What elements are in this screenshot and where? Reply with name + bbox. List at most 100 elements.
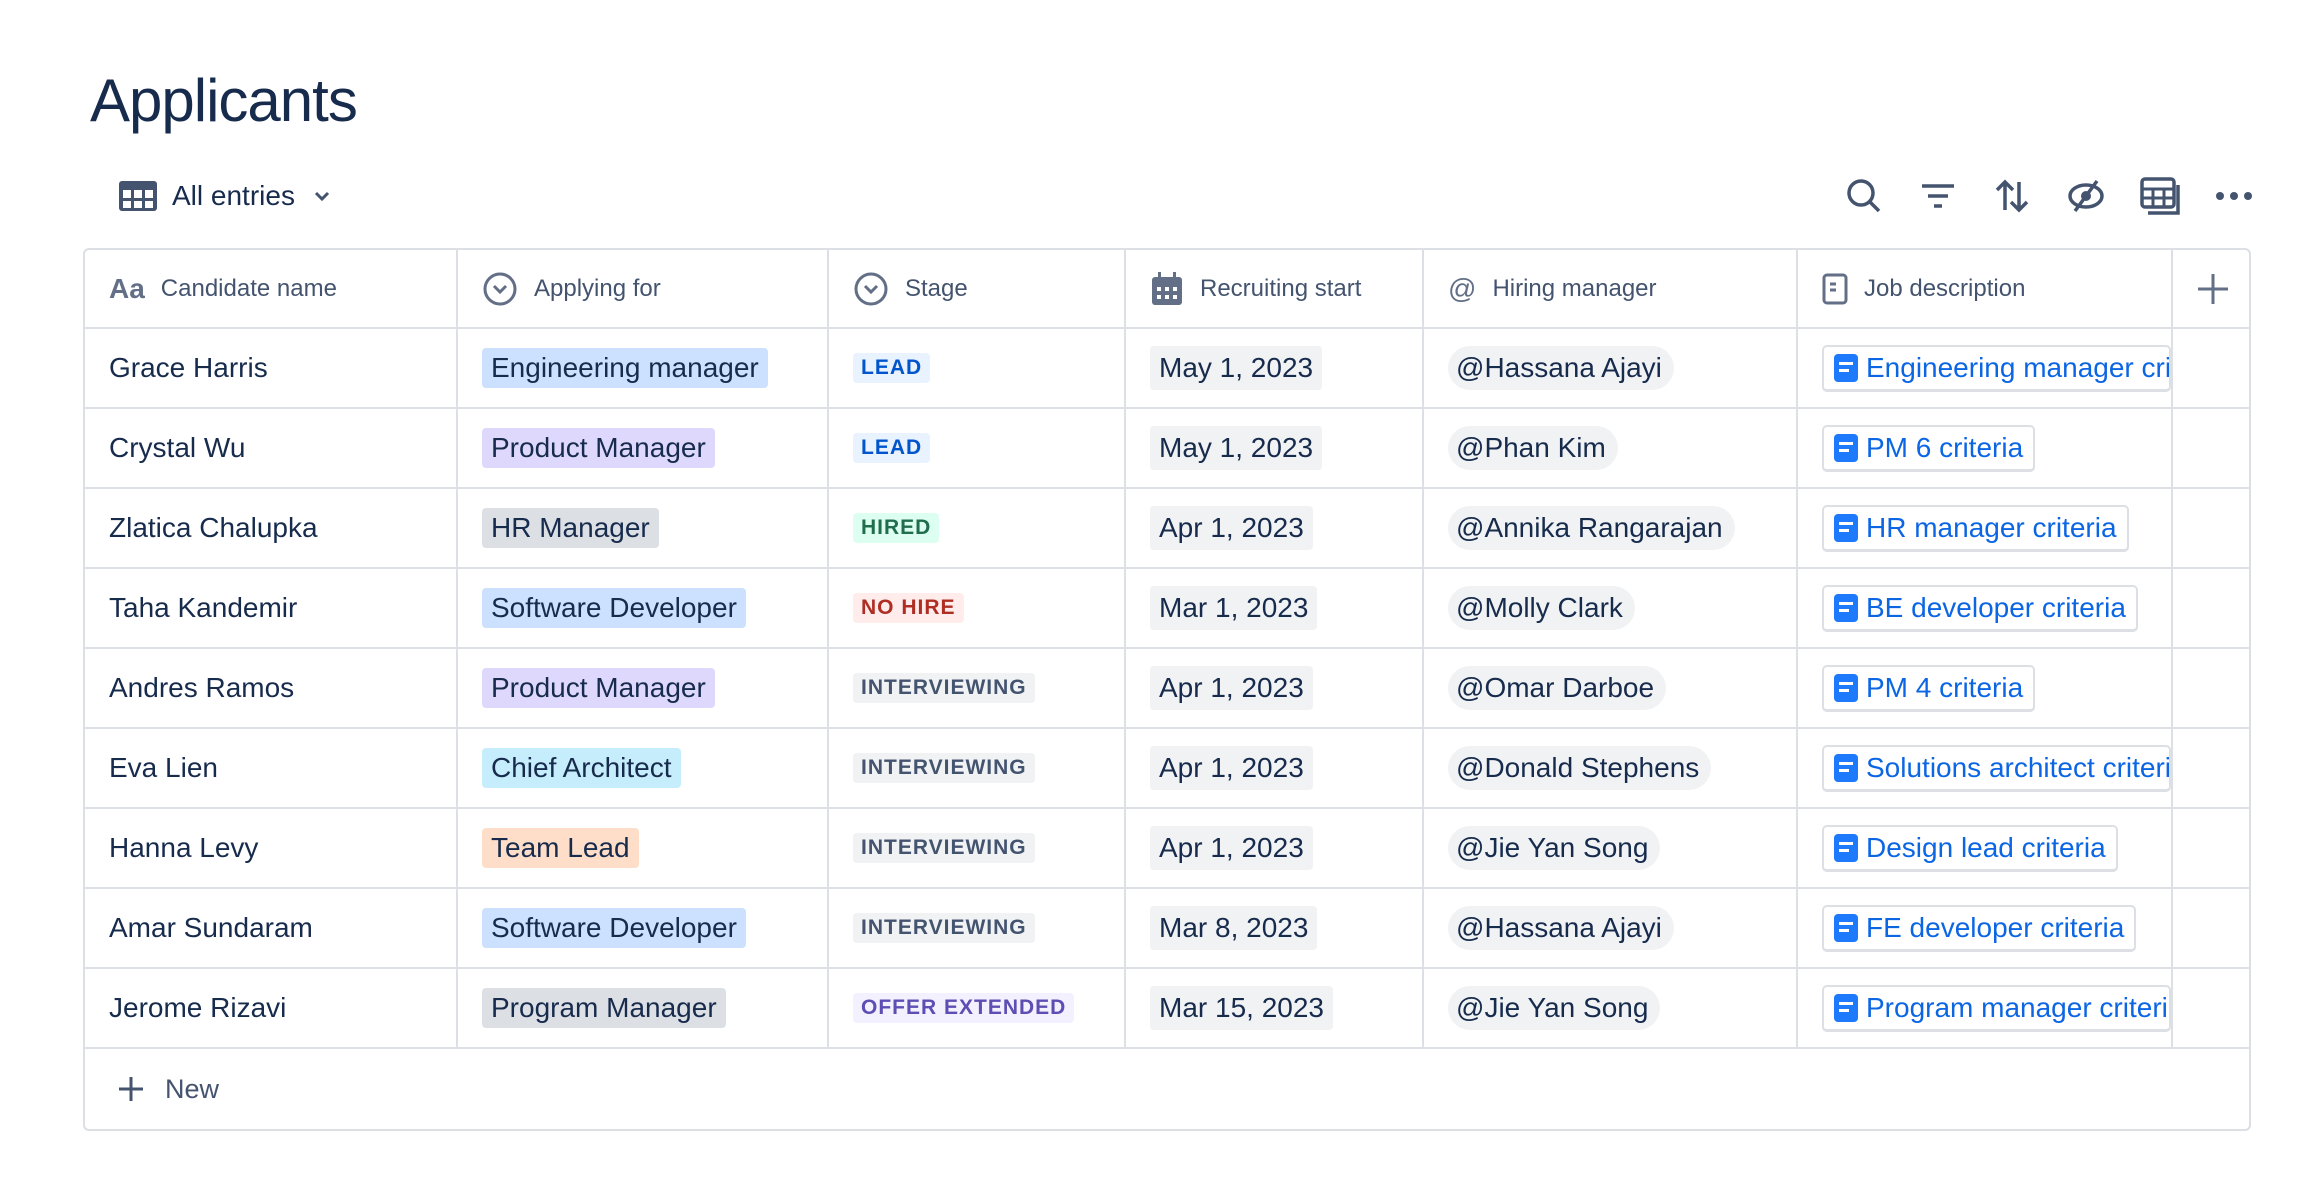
recruiting-start-cell[interactable]: Mar 1, 2023 [1126, 569, 1424, 647]
recruiting-start-cell[interactable]: May 1, 2023 [1126, 329, 1424, 407]
stage-cell[interactable]: HIRED [829, 489, 1126, 567]
stage-cell[interactable]: OFFER EXTENDED [829, 969, 1126, 1047]
candidate-name-cell[interactable]: Eva Lien [85, 729, 458, 807]
mention[interactable]: @Hassana Ajayi [1448, 346, 1674, 390]
recruiting-start-cell[interactable]: Apr 1, 2023 [1126, 809, 1424, 887]
candidate-name: Hanna Levy [109, 832, 259, 863]
mention[interactable]: @Jie Yan Song [1448, 986, 1661, 1030]
stage-cell[interactable]: NO HIRE [829, 569, 1126, 647]
document-link[interactable]: Solutions architect criteria [1822, 744, 2171, 792]
stage-cell[interactable]: INTERVIEWING [829, 649, 1126, 727]
document-link[interactable]: Design lead criteria [1822, 824, 2118, 872]
stage-cell[interactable]: LEAD [829, 329, 1126, 407]
empty-cell [2173, 569, 2249, 647]
role-tag: Program Manager [482, 988, 726, 1028]
document-link[interactable]: BE developer criteria [1822, 584, 2138, 632]
mention-prefix: @ [1456, 512, 1485, 543]
stage-cell[interactable]: INTERVIEWING [829, 809, 1126, 887]
mention[interactable]: @Omar Darboe [1448, 666, 1667, 710]
candidate-name-cell[interactable]: Jerome Rizavi [85, 969, 458, 1047]
candidate-name-cell[interactable]: Grace Harris [85, 329, 458, 407]
mention[interactable]: @Jie Yan Song [1448, 826, 1661, 870]
job-description-cell[interactable]: Program manager criteria [1798, 969, 2173, 1047]
candidate-name-cell[interactable]: Crystal Wu [85, 409, 458, 487]
hiring-manager-cell[interactable]: @Jie Yan Song [1424, 809, 1798, 887]
hiring-manager-cell[interactable]: @Hassana Ajayi [1424, 329, 1798, 407]
applying-for-cell[interactable]: Chief Architect [458, 729, 829, 807]
add-column-button[interactable] [2173, 250, 2249, 327]
applying-for-cell[interactable]: Product Manager [458, 649, 829, 727]
new-row-button[interactable]: New [85, 1049, 2249, 1129]
column-header-recruiting-start[interactable]: Recruiting start [1126, 250, 1424, 327]
document-link[interactable]: PM 6 criteria [1822, 424, 2036, 472]
column-header-stage[interactable]: Stage [829, 250, 1126, 327]
candidate-name-cell[interactable]: Taha Kandemir [85, 569, 458, 647]
recruiting-start-cell[interactable]: Mar 8, 2023 [1126, 889, 1424, 967]
candidate-name-cell[interactable]: Andres Ramos [85, 649, 458, 727]
manager-name: Omar Darboe [1484, 672, 1655, 703]
recruiting-start-cell[interactable]: Apr 1, 2023 [1126, 489, 1424, 567]
mention[interactable]: @Hassana Ajayi [1448, 906, 1674, 950]
empty-cell [2173, 889, 2249, 967]
view-selector[interactable]: All entries [118, 180, 335, 212]
document-link[interactable]: FE developer criteria [1822, 904, 2137, 952]
document-link[interactable]: Program manager criteria [1822, 984, 2171, 1032]
stage-cell[interactable]: INTERVIEWING [829, 889, 1126, 967]
job-description-cell[interactable]: HR manager criteria [1798, 489, 2173, 567]
applying-for-cell[interactable]: Program Manager [458, 969, 829, 1047]
table-settings-icon[interactable] [2140, 176, 2180, 216]
mention[interactable]: @Donald Stephens [1448, 746, 1712, 790]
job-description-cell[interactable]: FE developer criteria [1798, 889, 2173, 967]
sort-icon[interactable] [1992, 176, 2032, 216]
job-description-cell[interactable]: Design lead criteria [1798, 809, 2173, 887]
stage-cell[interactable]: INTERVIEWING [829, 729, 1126, 807]
job-description-cell[interactable]: BE developer criteria [1798, 569, 2173, 647]
recruiting-start-cell[interactable]: May 1, 2023 [1126, 409, 1424, 487]
candidate-name-cell[interactable]: Amar Sundaram [85, 889, 458, 967]
hiring-manager-cell[interactable]: @Molly Clark [1424, 569, 1798, 647]
document-link[interactable]: Engineering manager criteria [1822, 344, 2171, 392]
job-description-cell[interactable]: Solutions architect criteria [1798, 729, 2173, 807]
column-header-applying-for[interactable]: Applying for [458, 250, 829, 327]
column-header-candidate-name[interactable]: Aa Candidate name [85, 250, 458, 327]
hiring-manager-cell[interactable]: @Phan Kim [1424, 409, 1798, 487]
mention[interactable]: @Annika Rangarajan [1448, 506, 1735, 550]
mention[interactable]: @Phan Kim [1448, 426, 1618, 470]
plus-icon [2198, 273, 2228, 304]
filter-icon[interactable] [1918, 176, 1958, 216]
recruiting-start-cell[interactable]: Apr 1, 2023 [1126, 729, 1424, 807]
recruiting-start-cell[interactable]: Apr 1, 2023 [1126, 649, 1424, 727]
applying-for-cell[interactable]: Team Lead [458, 809, 829, 887]
hiring-manager-cell[interactable]: @Annika Rangarajan [1424, 489, 1798, 567]
hide-icon[interactable] [2066, 176, 2106, 216]
hiring-manager-cell[interactable]: @Hassana Ajayi [1424, 889, 1798, 967]
mention[interactable]: @Molly Clark [1448, 586, 1635, 630]
candidate-name: Amar Sundaram [109, 912, 313, 943]
job-description-cell[interactable]: PM 6 criteria [1798, 409, 2173, 487]
document-icon [1834, 913, 1858, 942]
column-header-hiring-manager[interactable]: @ Hiring manager [1424, 250, 1798, 327]
column-header-job-description[interactable]: Job description [1798, 250, 2173, 327]
document-icon [1834, 513, 1858, 542]
mention-prefix: @ [1456, 592, 1485, 623]
hiring-manager-cell[interactable]: @Donald Stephens [1424, 729, 1798, 807]
job-description-cell[interactable]: PM 4 criteria [1798, 649, 2173, 727]
applying-for-cell[interactable]: Engineering manager [458, 329, 829, 407]
candidate-name-cell[interactable]: Hanna Levy [85, 809, 458, 887]
recruiting-start-cell[interactable]: Mar 15, 2023 [1126, 969, 1424, 1047]
stage-badge: NO HIRE [853, 593, 964, 623]
applying-for-cell[interactable]: Software Developer [458, 569, 829, 647]
hiring-manager-cell[interactable]: @Omar Darboe [1424, 649, 1798, 727]
document-link[interactable]: HR manager criteria [1822, 504, 2129, 552]
stage-badge: INTERVIEWING [853, 673, 1035, 703]
job-description-cell[interactable]: Engineering manager criteria [1798, 329, 2173, 407]
stage-cell[interactable]: LEAD [829, 409, 1126, 487]
applying-for-cell[interactable]: HR Manager [458, 489, 829, 567]
hiring-manager-cell[interactable]: @Jie Yan Song [1424, 969, 1798, 1047]
candidate-name-cell[interactable]: Zlatica Chalupka [85, 489, 458, 567]
applying-for-cell[interactable]: Software Developer [458, 889, 829, 967]
document-link[interactable]: PM 4 criteria [1822, 664, 2036, 712]
more-icon[interactable] [2214, 176, 2254, 216]
search-icon[interactable] [1844, 176, 1884, 216]
applying-for-cell[interactable]: Product Manager [458, 409, 829, 487]
